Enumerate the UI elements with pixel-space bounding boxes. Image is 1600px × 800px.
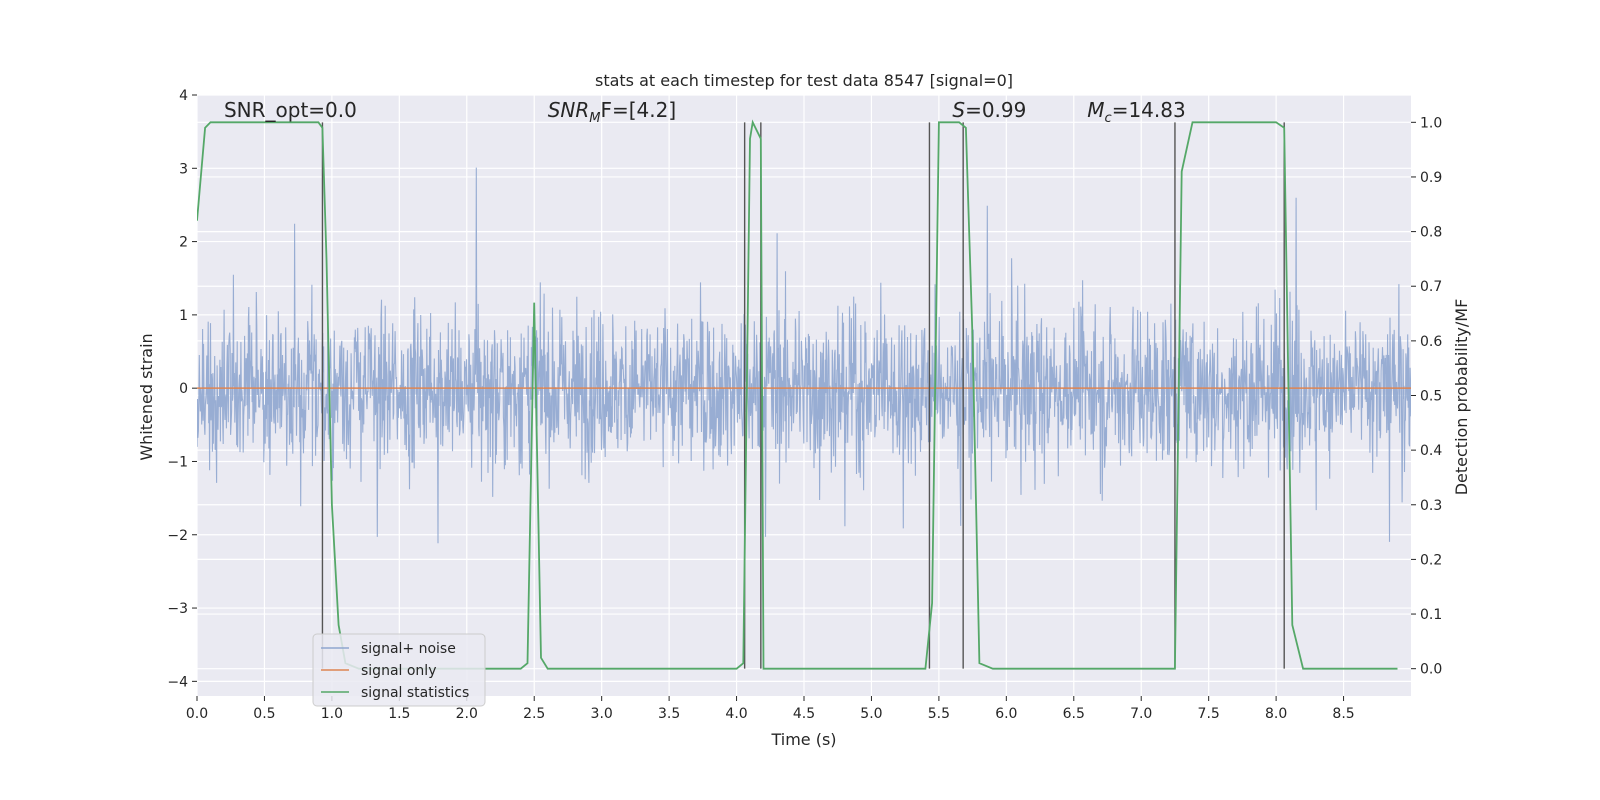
chart-title: stats at each timestep for test data 854… [595, 71, 1013, 90]
right-tick-label: 0.0 [1420, 662, 1442, 678]
right-y-axis-label: Detection probability/MF [1452, 299, 1471, 496]
left-tick-label: 4 [179, 88, 188, 104]
left-tick-label: 3 [179, 161, 188, 177]
right-tick-label: 0.6 [1420, 334, 1442, 350]
x-tick-label: 6.0 [995, 706, 1017, 722]
x-tick-label: 0.5 [253, 706, 275, 722]
x-axis: 0.0 0.5 1.0 1.5 2.0 2.5 3.0 3.5 4.0 4.5 5.0 5.5 6.0 6… [186, 696, 1355, 722]
left-tick-label: 1 [179, 308, 188, 324]
right-y-axis: 0.0 0.1 0.2 0.3 0.4 0.5 0.6 0.7 0.8 0.9 1.0 [1411, 115, 1442, 678]
annotation-main: M [1087, 98, 1104, 122]
left-tick-label: −4 [167, 674, 188, 690]
annotation-subscript: M [589, 111, 600, 126]
annotation-text: SNR_opt=0.0 [224, 98, 357, 122]
annotation-text: SNRMF=[4.2] [548, 98, 676, 126]
left-tick-label: 0 [179, 381, 188, 397]
right-tick-label: 0.9 [1420, 170, 1442, 186]
annotation-main: S [952, 98, 965, 122]
legend-label: signal only [361, 663, 436, 679]
left-tick-label: −3 [167, 601, 188, 617]
right-tick-label: 0.1 [1420, 607, 1442, 623]
annotation-subscript: c [1105, 111, 1112, 126]
right-tick-label: 1.0 [1420, 115, 1442, 131]
plot-area [197, 119, 1411, 670]
right-tick-label: 0.8 [1420, 225, 1442, 241]
x-tick-label: 4.0 [725, 706, 747, 722]
x-tick-label: 1.5 [388, 706, 410, 722]
x-tick-label: 2.0 [456, 706, 478, 722]
annotations: SNR_opt=0.0 SNRMF=[4.2] S=0.99 Mc=14.83 [224, 98, 1186, 126]
right-tick-label: 0.3 [1420, 498, 1442, 514]
annotation-text: S=0.99 [952, 98, 1026, 122]
x-tick-label: 6.5 [1063, 706, 1085, 722]
annotation-main: SNR [548, 98, 590, 122]
x-axis-label: Time (s) [770, 730, 836, 749]
right-tick-label: 0.7 [1420, 279, 1442, 295]
x-tick-label: 7.0 [1130, 706, 1152, 722]
annotation-suffix: =14.83 [1112, 98, 1186, 122]
left-tick-label: −1 [167, 454, 188, 470]
annotation-suffix: F=[4.2] [600, 98, 676, 122]
legend-label: signal+ noise [361, 641, 456, 657]
x-tick-label: 8.5 [1332, 706, 1354, 722]
left-y-axis: −4 −3 −2 −1 0 1 2 3 4 [167, 88, 197, 690]
legend: signal+ noise signal only signal statistic… [312, 633, 486, 707]
x-tick-label: 8.0 [1265, 706, 1287, 722]
x-tick-label: 4.5 [793, 706, 815, 722]
right-tick-label: 0.2 [1420, 552, 1442, 568]
x-tick-label: 5.0 [860, 706, 882, 722]
legend-label: signal statistics [361, 685, 469, 701]
left-y-axis-label: Whitened strain [137, 333, 156, 460]
x-tick-label: 5.5 [928, 706, 950, 722]
x-tick-label: 7.5 [1198, 706, 1220, 722]
left-tick-label: −2 [167, 528, 188, 544]
x-tick-label: 1.0 [321, 706, 343, 722]
annotation-main: SNR_opt=0.0 [224, 98, 357, 122]
right-tick-label: 0.4 [1420, 443, 1442, 459]
right-tick-label: 0.5 [1420, 389, 1442, 405]
left-tick-label: 2 [179, 235, 188, 251]
x-tick-label: 0.0 [186, 706, 208, 722]
legend-box [312, 633, 486, 707]
annotation-suffix: =0.99 [965, 98, 1026, 122]
x-tick-label: 3.0 [591, 706, 613, 722]
x-tick-label: 2.5 [523, 706, 545, 722]
x-tick-label: 3.5 [658, 706, 680, 722]
annotation-text: Mc=14.83 [1087, 98, 1185, 126]
series-signal-noise [197, 167, 1411, 544]
